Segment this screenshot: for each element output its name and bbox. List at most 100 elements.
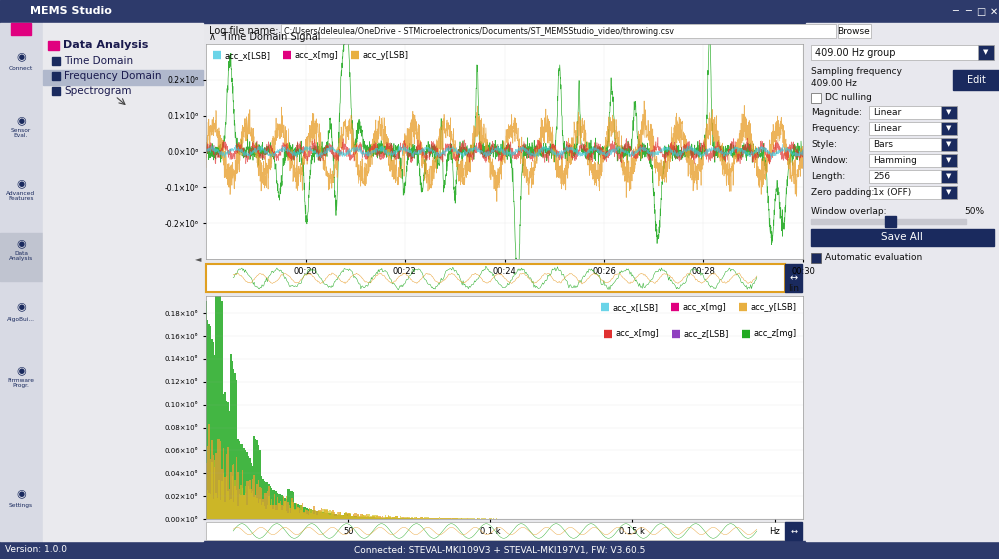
Bar [236,380,238,519]
Text: ▼: ▼ [946,190,952,196]
Bar [448,518,450,519]
Bar [439,518,441,519]
Bar [283,496,284,519]
Bar [246,452,248,519]
Bar [286,499,287,519]
Bar [382,518,384,519]
Bar [226,454,227,519]
Bar [378,518,379,519]
Bar [217,281,219,519]
Bar [434,518,435,519]
Bar [442,518,444,519]
Bar [334,514,336,519]
Bar [398,518,400,519]
Bar [233,369,235,519]
Bar [420,518,422,519]
Bar [318,510,320,519]
Bar [379,518,381,519]
Bar [210,494,211,519]
Text: ◉: ◉ [16,489,26,499]
Bar [43,23,203,541]
Bar [205,475,207,519]
Bar [467,518,469,519]
Bar [292,498,293,519]
Bar [387,518,388,519]
Bar [318,511,320,519]
Bar [369,517,371,519]
Bar [341,515,343,519]
Bar [365,516,366,519]
Bar [236,457,238,519]
Bar [242,470,243,519]
Bar [470,518,472,519]
Bar [385,518,387,519]
Bar [245,486,246,519]
Text: ▼: ▼ [946,126,952,131]
Text: AlgoBui...: AlgoBui... [7,316,35,321]
Bar [298,504,299,519]
Bar [276,510,277,519]
Bar [363,515,365,519]
Text: ◉: ◉ [16,116,26,126]
Bar [281,24,836,38]
Bar [341,515,343,519]
Bar [381,518,382,519]
Bar [290,508,292,519]
Bar [391,518,393,519]
Bar [239,440,241,519]
Bar [353,514,355,519]
Text: Settings: Settings [9,504,33,509]
Bar [249,480,251,519]
Bar [290,491,292,519]
Text: Edit: Edit [967,75,985,85]
Bar [406,518,407,519]
Bar [379,517,381,519]
Bar [271,488,273,519]
Bar [368,516,369,519]
Bar [292,502,293,519]
Bar [227,447,229,519]
Text: Hamming: Hamming [873,156,917,165]
Bar [417,518,419,519]
Bar [322,513,324,519]
Bar [415,518,416,519]
Bar [43,70,203,85]
Bar [365,517,366,519]
Bar [280,494,282,519]
Bar [368,517,369,519]
Bar [277,510,279,519]
Bar [353,516,355,519]
Bar [315,511,317,519]
Bar [377,518,378,519]
Bar [324,510,325,519]
Bar [248,481,249,519]
Bar [474,518,476,519]
Text: ─: ─ [952,7,958,17]
Bar [401,517,403,519]
Bar [396,516,397,519]
Bar [384,518,385,519]
Text: Firmware
Progr.: Firmware Progr. [8,377,35,389]
Bar [207,490,208,519]
Bar [394,517,396,519]
Bar [453,518,454,519]
Bar [377,515,378,519]
Bar [211,462,213,519]
Bar [255,495,257,519]
Bar [271,505,273,519]
Bar [806,23,999,541]
Bar [356,513,358,519]
Bar [325,509,327,519]
Text: Data
Analysis: Data Analysis [9,250,33,262]
Bar [222,301,223,519]
Bar [336,516,337,519]
Bar [243,495,245,519]
Bar [229,490,230,519]
Bar [252,480,254,519]
Bar [428,518,429,519]
Bar [299,508,301,519]
Bar [207,320,208,519]
Bar [216,453,217,519]
Bar [356,517,358,519]
Bar [358,515,359,519]
